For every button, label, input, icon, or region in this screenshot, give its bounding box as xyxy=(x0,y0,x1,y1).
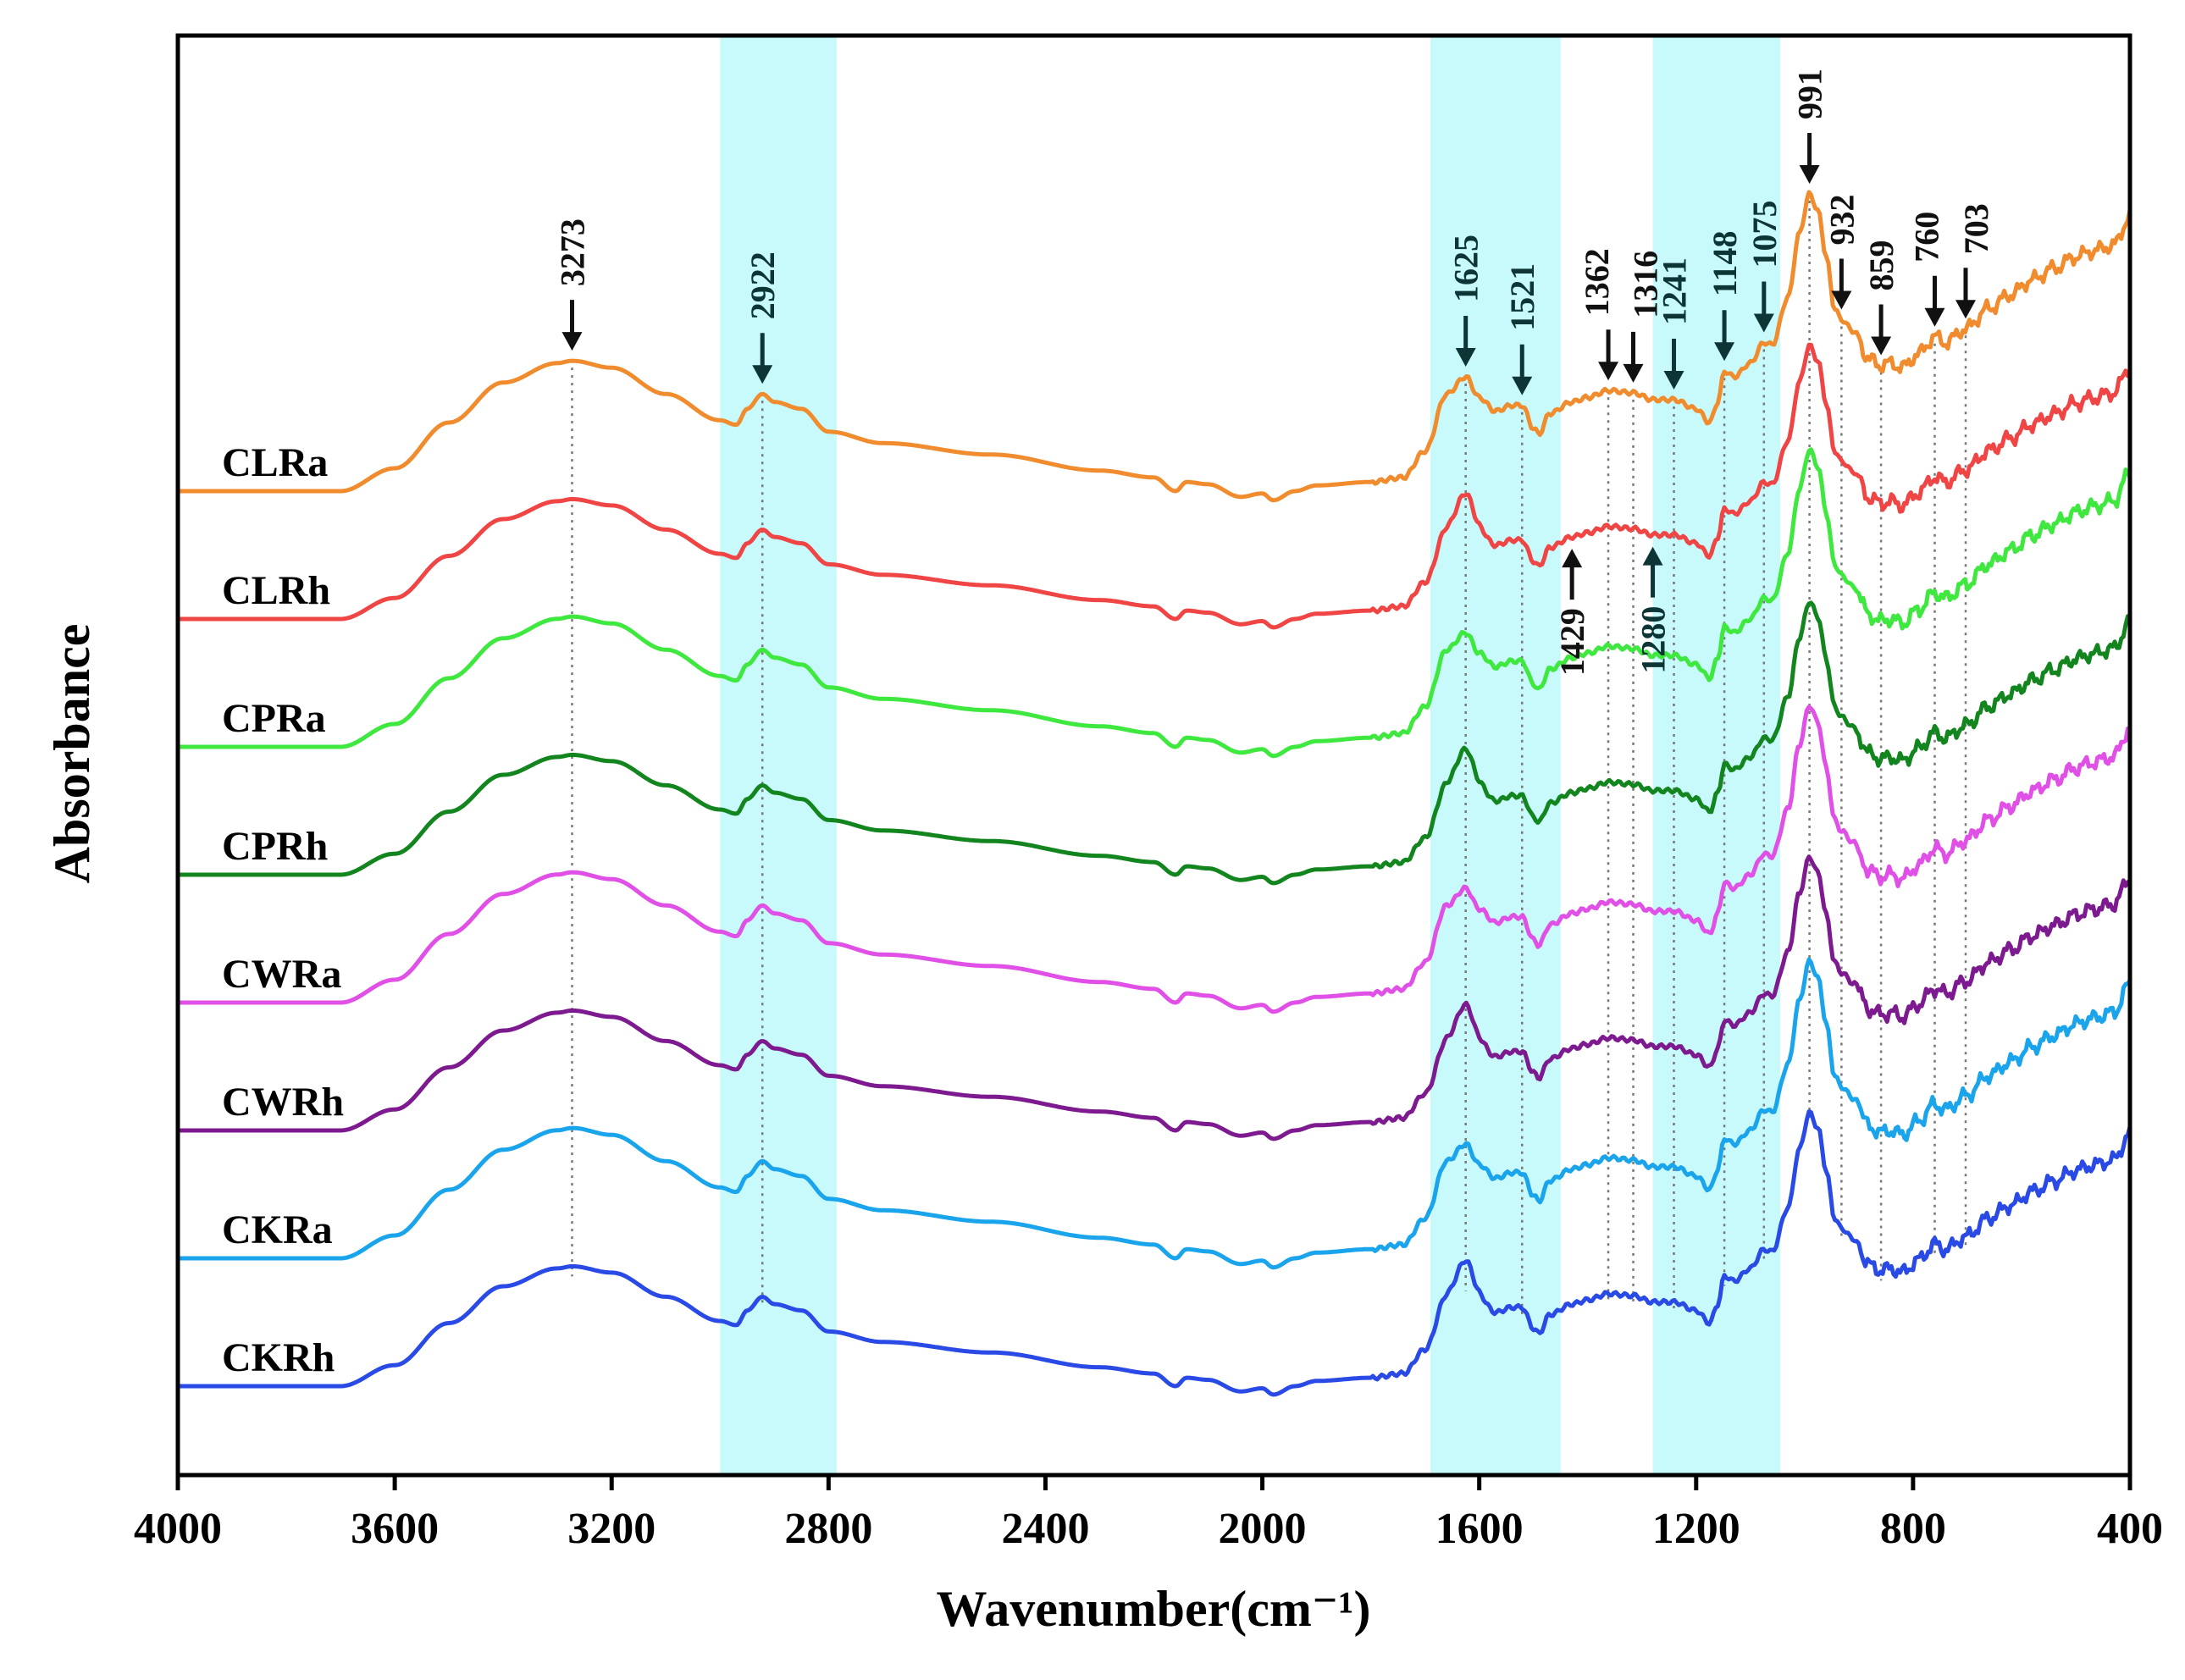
peak-label-859: 859 xyxy=(1862,240,1900,291)
peak-arrow-932 xyxy=(1831,258,1852,310)
x-tick-label-800: 800 xyxy=(1880,1505,1946,1553)
spectrum-series xyxy=(178,190,2132,1397)
peak-label-703: 703 xyxy=(1957,203,1995,254)
peak-arrow-1625 xyxy=(1455,316,1476,367)
x-tick-label-3600: 3600 xyxy=(351,1505,439,1553)
peak-arrow-760 xyxy=(1924,275,1945,327)
peak-arrow-1362 xyxy=(1598,329,1619,381)
peak-label-1241: 1241 xyxy=(1656,257,1694,325)
series-label-CPRa: CPRa xyxy=(222,696,326,741)
peak-arrow-2922 xyxy=(752,333,773,384)
peak-arrow-1075 xyxy=(1753,281,1774,333)
series-line-CPRa xyxy=(178,447,2132,759)
series-label-CPRh: CPRh xyxy=(222,824,328,869)
series-labels: CLRa CLRh CPRa CPRh CWRa CWRh CKRa CKRh xyxy=(222,440,344,1380)
peak-arrow-1429 xyxy=(1562,549,1583,600)
x-tick-label-2800: 2800 xyxy=(784,1505,872,1553)
series-label-CLRa: CLRa xyxy=(222,440,328,485)
series-label-CLRh: CLRh xyxy=(222,568,330,613)
x-tick-label-2000: 2000 xyxy=(1219,1505,1307,1553)
peak-label-1316: 1316 xyxy=(1627,251,1665,318)
highlight-band-3 xyxy=(1652,36,1781,1475)
x-tick-label-3200: 3200 xyxy=(567,1505,656,1553)
peak-label-1429: 1429 xyxy=(1553,608,1591,676)
peak-label-932: 932 xyxy=(1823,195,1861,246)
x-tick-label-1600: 1600 xyxy=(1435,1505,1524,1553)
y-axis-title: Absorbance xyxy=(44,624,100,884)
series-label-CWRa: CWRa xyxy=(222,952,341,997)
peak-label-1362: 1362 xyxy=(1578,248,1616,316)
series-line-CKRa xyxy=(178,957,2132,1270)
peak-arrow-1148 xyxy=(1714,310,1735,362)
plot-frame xyxy=(175,33,2132,1478)
x-axis-title: Wavenumber(cm⁻¹) xyxy=(937,1581,1371,1637)
peak-label-2922: 2922 xyxy=(744,251,782,319)
peak-label-1280: 1280 xyxy=(1635,606,1673,674)
peak-label-1625: 1625 xyxy=(1447,235,1485,302)
x-axis-ticks: 4000 3600 3200 2800 2400 2000 1600 1200 800 400 xyxy=(134,1475,2163,1553)
peak-arrow-859 xyxy=(1871,304,1892,356)
series-line-CWRh xyxy=(178,854,2131,1141)
peak-arrow-1316 xyxy=(1623,331,1644,383)
peak-arrow-1241 xyxy=(1663,339,1684,390)
series-line-CPRh xyxy=(178,600,2132,886)
series-label-CWRh: CWRh xyxy=(222,1080,344,1125)
peak-label-1075: 1075 xyxy=(1745,201,1784,268)
peak-label-1148: 1148 xyxy=(1706,230,1744,296)
series-label-CKRh: CKRh xyxy=(222,1335,335,1380)
peak-guide-lines xyxy=(571,201,1967,1318)
x-tick-label-400: 400 xyxy=(2097,1505,2163,1553)
peak-arrow-3273 xyxy=(561,300,583,351)
series-line-CLRh xyxy=(178,342,2132,630)
x-tick-label-2400: 2400 xyxy=(1001,1505,1089,1553)
x-tick-label-4000: 4000 xyxy=(134,1505,222,1553)
peak-label-991: 991 xyxy=(1791,69,1829,119)
peak-label-1521: 1521 xyxy=(1503,263,1541,331)
highlight-band-1 xyxy=(720,36,837,1475)
series-line-CWRa xyxy=(178,705,2131,1014)
highlight-bands xyxy=(720,36,1781,1475)
x-tick-label-1200: 1200 xyxy=(1652,1505,1740,1553)
peak-label-760: 760 xyxy=(1908,212,1946,262)
peak-arrow-1521 xyxy=(1512,344,1533,395)
highlight-band-2 xyxy=(1430,36,1561,1475)
peak-arrow-991 xyxy=(1799,133,1820,184)
series-line-CLRa xyxy=(178,190,2132,503)
series-line-CKRh xyxy=(178,1109,2132,1397)
peak-arrow-1280 xyxy=(1642,546,1663,598)
series-label-CKRa: CKRa xyxy=(222,1208,333,1252)
peak-label-3273: 3273 xyxy=(553,218,591,286)
peak-arrow-703 xyxy=(1955,268,1976,319)
